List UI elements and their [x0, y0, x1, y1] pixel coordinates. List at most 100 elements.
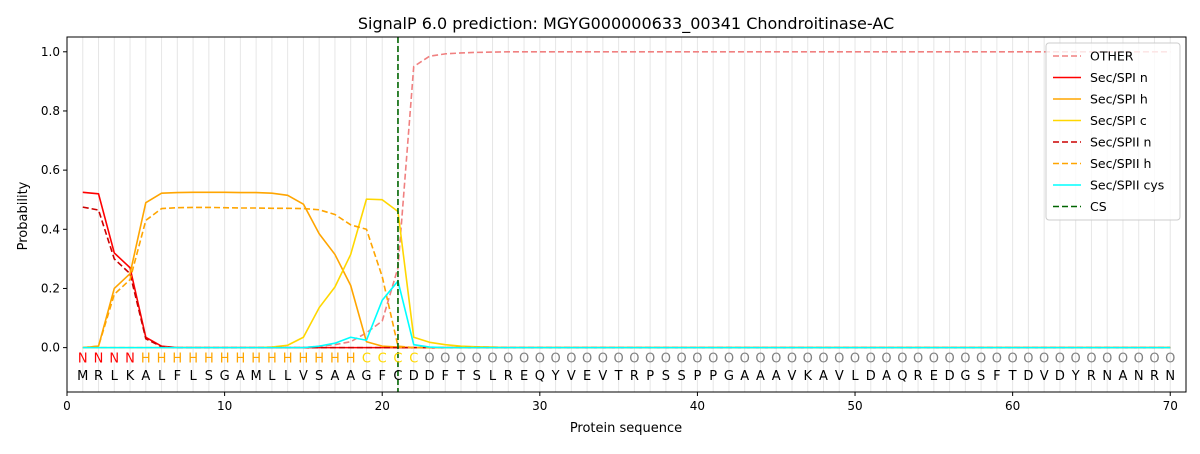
y-tick-label: 0.2 [41, 281, 60, 295]
residue-letter: S [473, 369, 481, 384]
region-label: N [94, 351, 104, 366]
legend-label: Sec/SPII n [1090, 135, 1151, 150]
residue-letter: L [158, 369, 166, 384]
region-label: N [109, 351, 119, 366]
y-tick-label: 1.0 [41, 45, 60, 59]
grid-layer [82, 37, 1171, 392]
region-label: O [803, 351, 813, 366]
region-label: O [897, 351, 907, 366]
residue-letter: Y [551, 369, 560, 384]
residue-letter: S [205, 369, 213, 384]
x-tick-label: 20 [375, 399, 390, 413]
residue-letter: R [504, 369, 513, 384]
region-label: O [834, 351, 844, 366]
residue-letter: D [409, 369, 419, 384]
residue-letter: S [315, 369, 323, 384]
residue-letter: V [835, 369, 844, 384]
region-label: O [1118, 351, 1128, 366]
region-label: O [1149, 351, 1159, 366]
residue-letter: D [945, 369, 955, 384]
region-label: O [503, 351, 513, 366]
region-label: N [125, 351, 135, 366]
residue-letter: T [456, 369, 465, 384]
x-axis-label: Protein sequence [570, 421, 682, 436]
residue-letter: E [930, 369, 938, 384]
residue-letter: S [678, 369, 686, 384]
residue-letter: A [772, 369, 781, 384]
residue-letter: E [520, 369, 528, 384]
series-layer [82, 37, 1171, 392]
region-label: O [818, 351, 828, 366]
region-label: H [283, 351, 293, 366]
region-label: O [629, 351, 639, 366]
region-label: O [929, 351, 939, 366]
residue-letter: S [662, 369, 670, 384]
region-label: O [708, 351, 718, 366]
axes-layer: 0 10 20 30 40 50 60 70 0.0 0.2 0.4 0.6 0.8 1.0 [41, 36, 1187, 413]
y-tick-label: 0.8 [41, 104, 60, 118]
residue-letter: E [583, 369, 591, 384]
region-label: H [204, 351, 214, 366]
legend-label: CS [1090, 199, 1107, 214]
region-label: O [614, 351, 624, 366]
region-label: H [141, 351, 151, 366]
region-label: H [251, 351, 261, 366]
residue-letter: P [694, 369, 702, 384]
legend-label: Sec/SPII cys [1090, 178, 1164, 193]
residue-letter: P [709, 369, 717, 384]
residue-letter: L [189, 369, 197, 384]
residue-letter: A [330, 369, 339, 384]
x-tick-label: 30 [532, 399, 547, 413]
x-tick-label: 40 [690, 399, 705, 413]
region-label: O [787, 351, 797, 366]
residue-letter: K [126, 369, 135, 384]
region-label: H [267, 351, 277, 366]
residue-letter: V [1040, 369, 1049, 384]
residue-letter: A [740, 369, 749, 384]
region-label: O [866, 351, 876, 366]
region-label: O [1086, 351, 1096, 366]
residue-letter: A [346, 369, 355, 384]
region-label: O [440, 351, 450, 366]
region-label: O [535, 351, 545, 366]
region-label: C [409, 351, 418, 366]
residue-letter: T [614, 369, 623, 384]
region-label: O [519, 351, 529, 366]
plot-frame [66, 36, 1187, 393]
residue-letter: A [882, 369, 891, 384]
region-label: O [598, 351, 608, 366]
region-label: O [1165, 351, 1175, 366]
region-label: O [740, 351, 750, 366]
region-label: O [487, 351, 497, 366]
residue-letter: A [141, 369, 150, 384]
residue-letter: Q [535, 369, 545, 384]
region-label: O [1055, 351, 1065, 366]
region-label: O [944, 351, 954, 366]
region-label: O [913, 351, 923, 366]
region-label: O [472, 351, 482, 366]
region-label: O [992, 351, 1002, 366]
residue-letter: V [299, 369, 308, 384]
region-label: O [850, 351, 860, 366]
residue-letter: F [174, 369, 181, 384]
series-line-sec-spi-h [82, 191, 1171, 349]
residue-letter: N [1165, 369, 1175, 384]
region-label: O [1134, 351, 1144, 366]
region-label: O [582, 351, 592, 366]
region-label: O [755, 351, 765, 366]
series-line-sec-spi-n [82, 191, 1171, 349]
series-line-sec-spi-c [82, 198, 1171, 349]
region-label: H [330, 351, 340, 366]
residue-letter: G [724, 369, 734, 384]
region-label: O [881, 351, 891, 366]
residue-letter: D [1023, 369, 1033, 384]
series-line-sec-spii-h [82, 206, 1171, 349]
residue-letter: D [1055, 369, 1065, 384]
region-label: O [960, 351, 970, 366]
residue-letter: A [236, 369, 245, 384]
series-line-other [82, 50, 1171, 349]
region-label: O [566, 351, 576, 366]
region-label: H [172, 351, 182, 366]
